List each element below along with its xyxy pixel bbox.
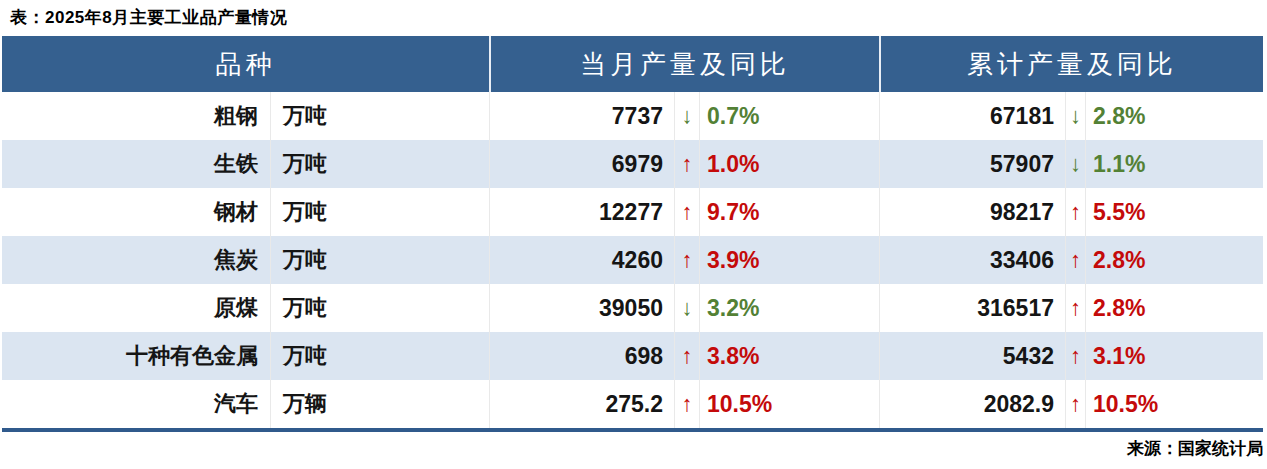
page: 表：2025年8月主要工业品产量情况 品种 当月产量及同比 累计产量及同比 粗钢… <box>0 0 1267 469</box>
cumulative-trend-arrow: ↑ <box>1065 332 1085 380</box>
monthly-trend-arrow: ↓ <box>674 284 699 332</box>
table-row: 焦炭 万吨 4260 ↑ 3.9% 33406 ↑ 2.8% <box>2 236 1263 284</box>
cumulative-value: 57907 <box>879 140 1065 188</box>
cumulative-trend-arrow: ↓ <box>1065 140 1085 188</box>
product-unit: 万吨 <box>270 188 489 236</box>
monthly-trend-arrow: ↑ <box>674 332 699 380</box>
cumulative-yoy-percent: 3.1% <box>1085 332 1263 380</box>
cumulative-value: 67181 <box>879 92 1065 140</box>
cumulative-value: 316517 <box>879 284 1065 332</box>
product-name: 生铁 <box>2 140 270 188</box>
monthly-trend-arrow: ↑ <box>674 140 699 188</box>
cumulative-value: 5432 <box>879 332 1065 380</box>
monthly-value: 7737 <box>489 92 674 140</box>
production-table: 品种 当月产量及同比 累计产量及同比 粗钢 万吨 7737 ↓ 0.7% 671… <box>2 36 1263 432</box>
table-body: 粗钢 万吨 7737 ↓ 0.7% 67181 ↓ 2.8% 生铁 万吨 697… <box>2 92 1263 432</box>
cumulative-value: 33406 <box>879 236 1065 284</box>
table-header-row: 品种 当月产量及同比 累计产量及同比 <box>2 36 1263 92</box>
cumulative-value: 98217 <box>879 188 1065 236</box>
table-row: 十种有色金属 万吨 698 ↑ 3.8% 5432 ↑ 3.1% <box>2 332 1263 380</box>
product-name: 原煤 <box>2 284 270 332</box>
table-row: 原煤 万吨 39050 ↓ 3.2% 316517 ↑ 2.8% <box>2 284 1263 332</box>
monthly-yoy-percent: 9.7% <box>699 188 879 236</box>
monthly-value: 6979 <box>489 140 674 188</box>
cumulative-trend-arrow: ↑ <box>1065 380 1085 428</box>
cumulative-yoy-percent: 1.1% <box>1085 140 1263 188</box>
monthly-value: 39050 <box>489 284 674 332</box>
cumulative-yoy-percent: 2.8% <box>1085 92 1263 140</box>
product-name: 焦炭 <box>2 236 270 284</box>
product-unit: 万吨 <box>270 332 489 380</box>
monthly-yoy-percent: 1.0% <box>699 140 879 188</box>
monthly-yoy-percent: 3.8% <box>699 332 879 380</box>
monthly-value: 275.2 <box>489 380 674 428</box>
cumulative-yoy-percent: 2.8% <box>1085 236 1263 284</box>
product-unit: 万吨 <box>270 140 489 188</box>
cumulative-trend-arrow: ↑ <box>1065 284 1085 332</box>
product-unit: 万辆 <box>270 380 489 428</box>
monthly-value: 698 <box>489 332 674 380</box>
product-unit: 万吨 <box>270 284 489 332</box>
cumulative-trend-arrow: ↓ <box>1065 92 1085 140</box>
table-title: 表：2025年8月主要工业品产量情况 <box>0 0 1267 29</box>
header-variety: 品种 <box>2 36 489 92</box>
table-row: 生铁 万吨 6979 ↑ 1.0% 57907 ↓ 1.1% <box>2 140 1263 188</box>
table-row: 汽车 万辆 275.2 ↑ 10.5% 2082.9 ↑ 10.5% <box>2 380 1263 428</box>
product-unit: 万吨 <box>270 92 489 140</box>
cumulative-yoy-percent: 5.5% <box>1085 188 1263 236</box>
table-row: 粗钢 万吨 7737 ↓ 0.7% 67181 ↓ 2.8% <box>2 92 1263 140</box>
product-name: 十种有色金属 <box>2 332 270 380</box>
monthly-value: 4260 <box>489 236 674 284</box>
monthly-yoy-percent: 0.7% <box>699 92 879 140</box>
product-name: 汽车 <box>2 380 270 428</box>
cumulative-yoy-percent: 10.5% <box>1085 380 1263 428</box>
monthly-trend-arrow: ↑ <box>674 380 699 428</box>
header-cumulative-output: 累计产量及同比 <box>879 36 1263 92</box>
header-monthly-output: 当月产量及同比 <box>489 36 879 92</box>
cumulative-yoy-percent: 2.8% <box>1085 284 1263 332</box>
monthly-yoy-percent: 10.5% <box>699 380 879 428</box>
monthly-value: 12277 <box>489 188 674 236</box>
product-unit: 万吨 <box>270 236 489 284</box>
monthly-trend-arrow: ↑ <box>674 188 699 236</box>
monthly-trend-arrow: ↑ <box>674 236 699 284</box>
cumulative-trend-arrow: ↑ <box>1065 236 1085 284</box>
cumulative-value: 2082.9 <box>879 380 1065 428</box>
source-label: 来源：国家统计局 <box>0 437 1263 460</box>
cumulative-trend-arrow: ↑ <box>1065 188 1085 236</box>
product-name: 钢材 <box>2 188 270 236</box>
product-name: 粗钢 <box>2 92 270 140</box>
table-row: 钢材 万吨 12277 ↑ 9.7% 98217 ↑ 5.5% <box>2 188 1263 236</box>
monthly-yoy-percent: 3.9% <box>699 236 879 284</box>
monthly-yoy-percent: 3.2% <box>699 284 879 332</box>
monthly-trend-arrow: ↓ <box>674 92 699 140</box>
